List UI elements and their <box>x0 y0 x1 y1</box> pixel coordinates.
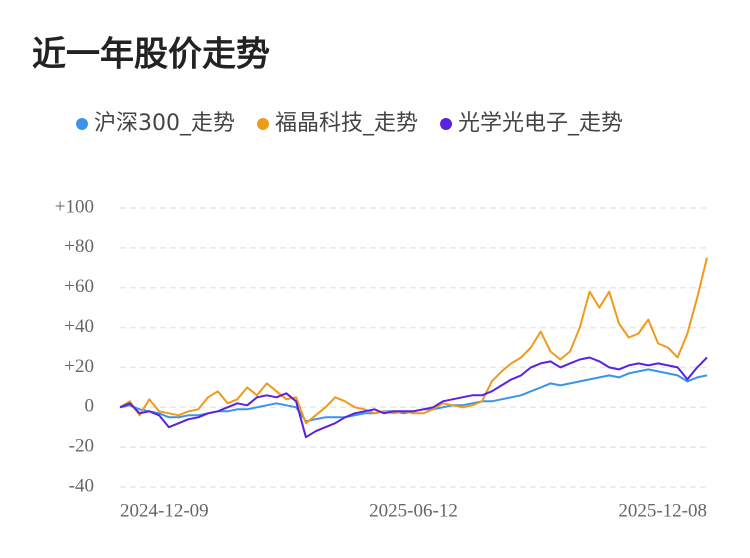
y-tick-label: +80 <box>64 236 94 257</box>
y-tick-label: -20 <box>69 436 94 457</box>
y-tick-label: +60 <box>64 276 94 297</box>
legend-marker <box>257 118 269 130</box>
x-tick-label: 2024-12-09 <box>120 500 209 521</box>
chart-title: 近一年股价走势 <box>32 35 270 75</box>
legend-label: 沪深300_走势 <box>94 111 235 136</box>
series-line <box>119 257 708 425</box>
y-tick-label: 0 <box>85 396 95 417</box>
series-line <box>119 356 708 439</box>
y-tick-label: +20 <box>64 356 94 377</box>
y-tick-label: +40 <box>64 316 94 337</box>
x-tick-label: 2025-06-12 <box>369 500 458 521</box>
x-tick-label: 2025-12-08 <box>618 500 707 521</box>
legend-label: 光学光电子_走势 <box>458 111 623 136</box>
y-tick-label: +100 <box>55 196 94 217</box>
legend-marker <box>440 118 453 130</box>
legend-label: 福晶科技_走势 <box>275 111 418 136</box>
legend-marker <box>76 118 88 130</box>
y-tick-label: -40 <box>69 475 94 496</box>
